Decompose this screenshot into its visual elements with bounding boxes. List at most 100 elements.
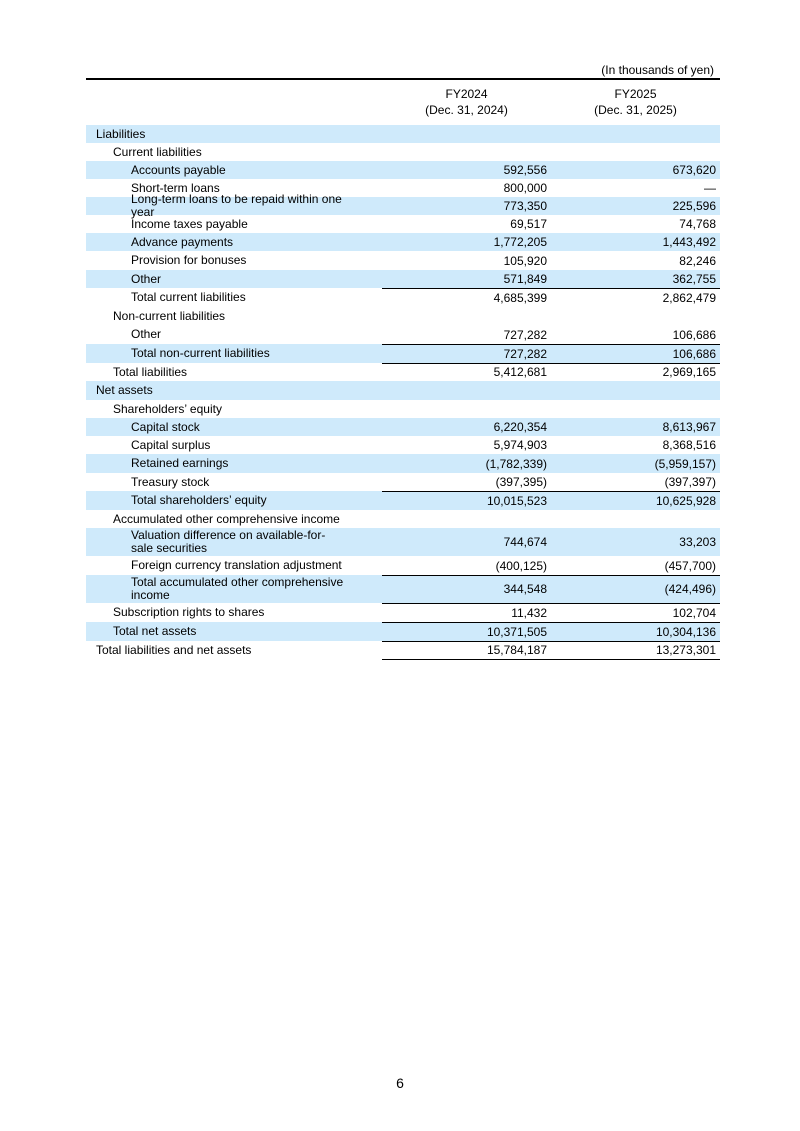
table-row: Total liabilities 5,412,681 2,969,165 — [86, 363, 720, 381]
column-year: FY2024 — [445, 87, 488, 101]
row-label: Accumulated other comprehensive income — [113, 511, 340, 526]
cell-value: 13,273,301 — [655, 643, 716, 657]
row-label: Long-term loans to be repaid within one … — [131, 192, 342, 219]
total-rule — [382, 603, 720, 604]
table-row: Total accumulated other comprehensive in… — [86, 575, 720, 603]
cell-value: 105,920 — [503, 253, 547, 268]
table-row: Non-current liabilities — [86, 307, 720, 325]
total-rule — [382, 363, 720, 364]
row-label: Other — [131, 327, 162, 341]
cell-value: 74,768 — [679, 217, 716, 231]
table-row: Income taxes payable 69,517 74,768 — [86, 215, 720, 233]
table-row: Retained earnings (1,782,339) (5,959,157) — [86, 454, 720, 473]
row-label: Valuation difference on available-for-sa… — [131, 528, 326, 555]
cell-value: 773,350 — [503, 199, 547, 213]
table-row: Capital stock 6,220,354 8,613,967 — [86, 418, 720, 436]
table-row: Liabilities — [86, 125, 720, 143]
table-row: Total shareholders’ equity 10,015,523 10,6… — [86, 491, 720, 510]
cell-value: 10,015,523 — [486, 493, 547, 508]
total-rule — [382, 344, 720, 345]
cell-value: 362,755 — [672, 272, 716, 286]
row-label: Total net assets — [113, 624, 197, 638]
table-row: Total net assets 10,371,505 10,304,136 — [86, 622, 720, 641]
column-year: FY2025 — [614, 87, 657, 101]
row-label: Capital stock — [131, 419, 200, 434]
cell-value: 102,704 — [672, 605, 716, 620]
table-row: Total current liabilities 4,685,399 2,862,… — [86, 288, 720, 307]
cell-value: (397,397) — [664, 475, 716, 489]
cell-value: 106,686 — [672, 346, 716, 361]
cell-value: (424,496) — [664, 582, 716, 596]
header-rule — [86, 78, 720, 80]
total-rule — [382, 575, 720, 576]
cell-value: (1,782,339) — [485, 456, 547, 471]
total-rule — [382, 491, 720, 492]
table-row: Total liabilities and net assets 15,784,1… — [86, 641, 720, 659]
table-row: Accumulated other comprehensive income — [86, 510, 720, 528]
table-row: Other 571,849 362,755 — [86, 270, 720, 288]
row-label: Total accumulated other comprehensive in… — [131, 575, 344, 602]
page-number: 6 — [396, 1075, 404, 1091]
table-row: Provision for bonuses 105,920 82,246 — [86, 251, 720, 270]
row-label: Other — [131, 271, 162, 286]
row-label: Total liabilities — [113, 364, 188, 379]
cell-value: 5,974,903 — [493, 438, 547, 452]
table-row: Total non-current liabilities 727,282 106,… — [86, 344, 720, 363]
table-row: Foreign currency translation adjustment (… — [86, 556, 720, 575]
column-date: (Dec. 31, 2024) — [425, 103, 508, 117]
table-row: Treasury stock (397,395) (397,397) — [86, 473, 720, 491]
cell-value: 2,969,165 — [662, 365, 716, 379]
table-row: Advance payments 1,772,205 1,443,492 — [86, 233, 720, 251]
table-row: Subscription rights to shares 11,432 102,7… — [86, 603, 720, 622]
cell-value: (400,125) — [495, 558, 547, 573]
column-header: FY2025 (Dec. 31, 2025) — [551, 86, 720, 118]
cell-value: 82,246 — [679, 253, 716, 268]
cell-value: 6,220,354 — [493, 420, 547, 434]
table-row: Capital surplus 5,974,903 8,368,516 — [86, 436, 720, 454]
row-label: Liabilities — [96, 126, 146, 141]
cell-value: 225,596 — [672, 199, 716, 213]
table-row: Other 727,282 106,686 — [86, 325, 720, 344]
cell-value: 2,862,479 — [662, 290, 716, 305]
row-label: Advance payments — [131, 234, 234, 249]
cell-value: (457,700) — [664, 558, 716, 573]
cell-value: 592,556 — [503, 163, 547, 177]
row-label: Subscription rights to shares — [113, 605, 265, 619]
row-label: Shareholders’ equity — [113, 401, 222, 416]
cell-value: 10,304,136 — [655, 624, 716, 639]
row-label: Income taxes payable — [131, 216, 248, 231]
table-row: Current liabilities — [86, 143, 720, 161]
row-label: Retained earnings — [131, 456, 229, 470]
table-row: Valuation difference on available-for-sa… — [86, 528, 720, 556]
row-label: Provision for bonuses — [131, 253, 247, 267]
cell-value: 571,849 — [503, 272, 547, 286]
unit-note: (In thousands of yen) — [601, 63, 714, 77]
table-row: Short-term loans 800,000 ― — [86, 179, 720, 197]
table-row: Accounts payable 592,556 673,620 — [86, 161, 720, 179]
cell-value: 8,613,967 — [662, 420, 716, 434]
cell-value: 33,203 — [679, 535, 716, 549]
cell-value: 15,784,187 — [486, 643, 547, 657]
row-label: Non-current liabilities — [113, 308, 226, 323]
cell-value: 344,548 — [503, 582, 547, 596]
cell-value: 727,282 — [503, 346, 547, 361]
cell-value: ― — [704, 181, 716, 195]
row-label: Total non-current liabilities — [131, 346, 270, 360]
row-label: Foreign currency translation adjustment — [131, 558, 342, 572]
total-rule — [382, 659, 720, 660]
cell-value: 106,686 — [672, 327, 716, 342]
row-label: Current liabilities — [113, 144, 202, 159]
cell-value: 5,412,681 — [493, 365, 547, 379]
row-label: Net assets — [96, 383, 153, 397]
table-row: Long-term loans to be repaid within one … — [86, 192, 720, 219]
row-label: Accounts payable — [131, 162, 226, 177]
cell-value: 1,443,492 — [662, 235, 716, 249]
cell-value: 8,368,516 — [662, 438, 716, 452]
column-date: (Dec. 31, 2025) — [594, 103, 677, 117]
row-label: Short-term loans — [131, 180, 220, 195]
table-row: Net assets — [86, 381, 720, 400]
cell-value: 69,517 — [510, 217, 547, 231]
row-label: Total shareholders’ equity — [131, 493, 267, 507]
total-rule — [382, 622, 720, 623]
